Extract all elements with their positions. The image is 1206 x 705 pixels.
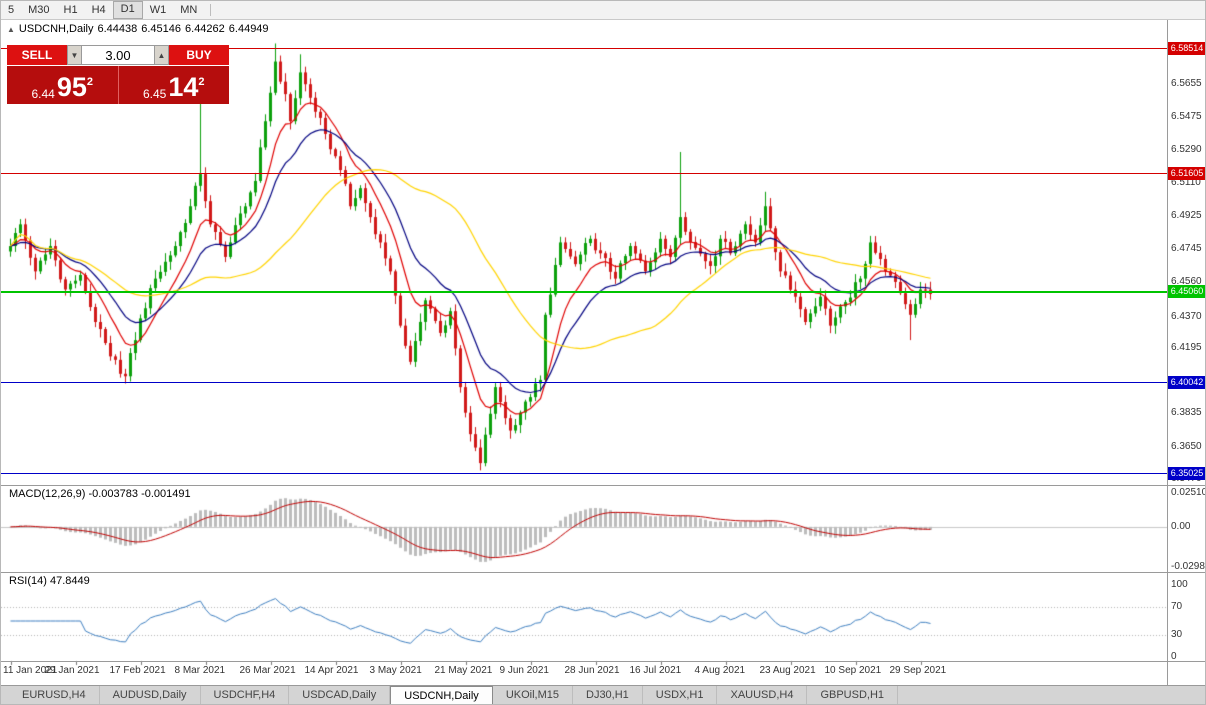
date-tick-label: 14 Apr 2021: [304, 665, 359, 676]
date-tick-label: 11 Jan 2021: [3, 665, 58, 676]
macd-axis-label: -0.02988: [1171, 561, 1205, 572]
price-level-badge: 6.35025: [1168, 466, 1205, 480]
ohlc-open: 6.44438: [97, 23, 138, 35]
price-tick-label: 6.4370: [1171, 310, 1202, 322]
macd-axis-label: 0.00: [1171, 520, 1191, 532]
tab-audusd-daily[interactable]: AUDUSD,Daily: [100, 686, 201, 704]
rsi-axis-label: 0: [1171, 651, 1177, 662]
date-tick-label: 4 Aug 2021: [694, 665, 746, 676]
chart-symbol-label: USDCNH,Daily: [18, 23, 94, 35]
horizontal-level-line[interactable]: [1, 382, 1167, 384]
price-tick-label: 6.4745: [1171, 242, 1202, 254]
toolbar-divider: [210, 4, 212, 16]
buy-price-head: 6.45: [142, 87, 167, 101]
timeframe-button-w1[interactable]: W1: [149, 4, 167, 16]
price-tick-label: 6.5110: [1171, 176, 1201, 188]
date-tick-label: 23 Aug 2021: [759, 665, 816, 676]
volume-increase-button[interactable]: ▲: [154, 45, 169, 65]
price-axis-border: [1167, 19, 1168, 685]
ohlc-low: 6.44262: [185, 23, 225, 35]
horizontal-level-line[interactable]: [1, 48, 1167, 50]
tab-dj30-h1[interactable]: DJ30,H1: [573, 686, 643, 704]
price-tick-label: 6.4195: [1171, 342, 1202, 354]
buy-price-display[interactable]: 6.45 14 2: [118, 66, 229, 104]
tab-usdcnh-daily[interactable]: USDCNH,Daily: [390, 686, 493, 704]
date-tick-label: 29 Sep 2021: [889, 665, 947, 676]
rsi-axis-label: 100: [1171, 579, 1188, 590]
price-tick-label: 6.3835: [1171, 407, 1202, 419]
price-level-badge: 6.45060: [1168, 284, 1205, 298]
volume-input[interactable]: [82, 45, 154, 65]
one-click-trading-panel: SELL ▼ ▲ BUY 6.44 95 2 6.45 14 2: [7, 45, 229, 104]
chart-tabs-bar: EURUSD,H4 AUDUSD,Daily USDCHF,H4 USDCAD,Dai…: [1, 685, 1205, 704]
sell-button[interactable]: SELL: [7, 45, 67, 65]
tab-xauusd-h4[interactable]: XAUUSD,H4: [717, 686, 808, 704]
horizontal-level-line[interactable]: [1, 173, 1167, 175]
date-tick-label: 10 Sep 2021: [824, 665, 882, 676]
tab-ukoil-m15[interactable]: UKOil,M15: [493, 686, 573, 704]
sell-price-sup: 2: [86, 76, 94, 88]
timeframe-button-d1[interactable]: D1: [112, 1, 143, 19]
sell-price-big: 95: [56, 72, 87, 102]
chart-plot-canvas[interactable]: [1, 19, 1167, 685]
sell-price-head: 6.44: [31, 87, 55, 101]
timeframe-button-m30[interactable]: M30: [28, 4, 50, 16]
date-tick-label: 16 Jul 2021: [629, 665, 682, 676]
tab-usdchf-h4[interactable]: USDCHF,H4: [201, 686, 290, 704]
price-level-badge: 6.51605: [1168, 166, 1205, 180]
date-tick-label: 9 Jun 2021: [499, 665, 550, 676]
collapse-trade-panel-icon[interactable]: ▲: [7, 25, 15, 34]
buy-price-big: 14: [168, 72, 199, 102]
tab-eurusd-h4[interactable]: EURUSD,H4: [9, 686, 100, 704]
panel-separator-macd[interactable]: [1, 485, 1205, 486]
volume-decrease-button[interactable]: ▼: [67, 45, 82, 65]
tab-gbpusd-h1[interactable]: GBPUSD,H1: [807, 686, 899, 704]
price-level-badge: 6.58514: [1168, 41, 1205, 55]
date-tick-label: 17 Feb 2021: [109, 665, 166, 676]
chart-bottom-border: [1, 661, 1205, 662]
date-tick-label: 21 May 2021: [434, 665, 493, 676]
timeframe-button-h4[interactable]: H4: [91, 4, 106, 16]
sell-price-display[interactable]: 6.44 95 2: [7, 66, 119, 104]
price-tick-label: 6.5475: [1171, 110, 1202, 122]
chart-title: ▲ USDCNH,Daily 6.44438 6.45146 6.44262 6.4494…: [7, 23, 273, 35]
price-level-badge: 6.40042: [1168, 375, 1205, 389]
rsi-axis-label: 30: [1171, 629, 1183, 641]
price-tick-label: 6.3650: [1171, 440, 1202, 452]
date-tick-label: 26 Mar 2021: [239, 665, 296, 676]
date-tick-label: 28 Jun 2021: [564, 665, 620, 676]
date-tick-label: 8 Mar 2021: [174, 665, 226, 676]
horizontal-level-line[interactable]: [1, 473, 1167, 474]
macd-axis-label: 0.02510: [1171, 487, 1206, 498]
date-tick-label: 3 May 2021: [369, 665, 422, 676]
tab-usdcad-daily[interactable]: USDCAD,Daily: [289, 686, 391, 704]
timeframe-toolbar: 5 M30 H1 H4 D1 W1 MN: [1, 1, 1205, 20]
price-tick-label: 6.5655: [1171, 78, 1202, 90]
timeframe-button-5[interactable]: 5: [8, 4, 15, 16]
macd-indicator-label: MACD(12,26,9) -0.003783 -0.001491: [9, 488, 191, 500]
price-tick-label: 6.5290: [1171, 144, 1202, 156]
rsi-axis-label: 70: [1171, 600, 1183, 612]
price-tick-label: 6.4925: [1171, 210, 1202, 222]
buy-price-sup: 2: [198, 76, 205, 88]
buy-button[interactable]: BUY: [169, 45, 229, 65]
date-tick-label: 29 Jan 2021: [44, 665, 100, 676]
rsi-indicator-label: RSI(14) 47.8449: [9, 575, 90, 587]
panel-separator-rsi[interactable]: [1, 572, 1205, 573]
timeframe-button-h1[interactable]: H1: [63, 4, 78, 16]
price-tick-label: 6.4560: [1171, 276, 1202, 288]
horizontal-level-line[interactable]: [1, 290, 1167, 293]
ohlc-high: 6.45146: [141, 23, 182, 35]
ohlc-close: 6.44949: [228, 23, 269, 35]
timeframe-button-mn[interactable]: MN: [180, 4, 198, 16]
tab-usdx-h1[interactable]: USDX,H1: [643, 686, 718, 704]
